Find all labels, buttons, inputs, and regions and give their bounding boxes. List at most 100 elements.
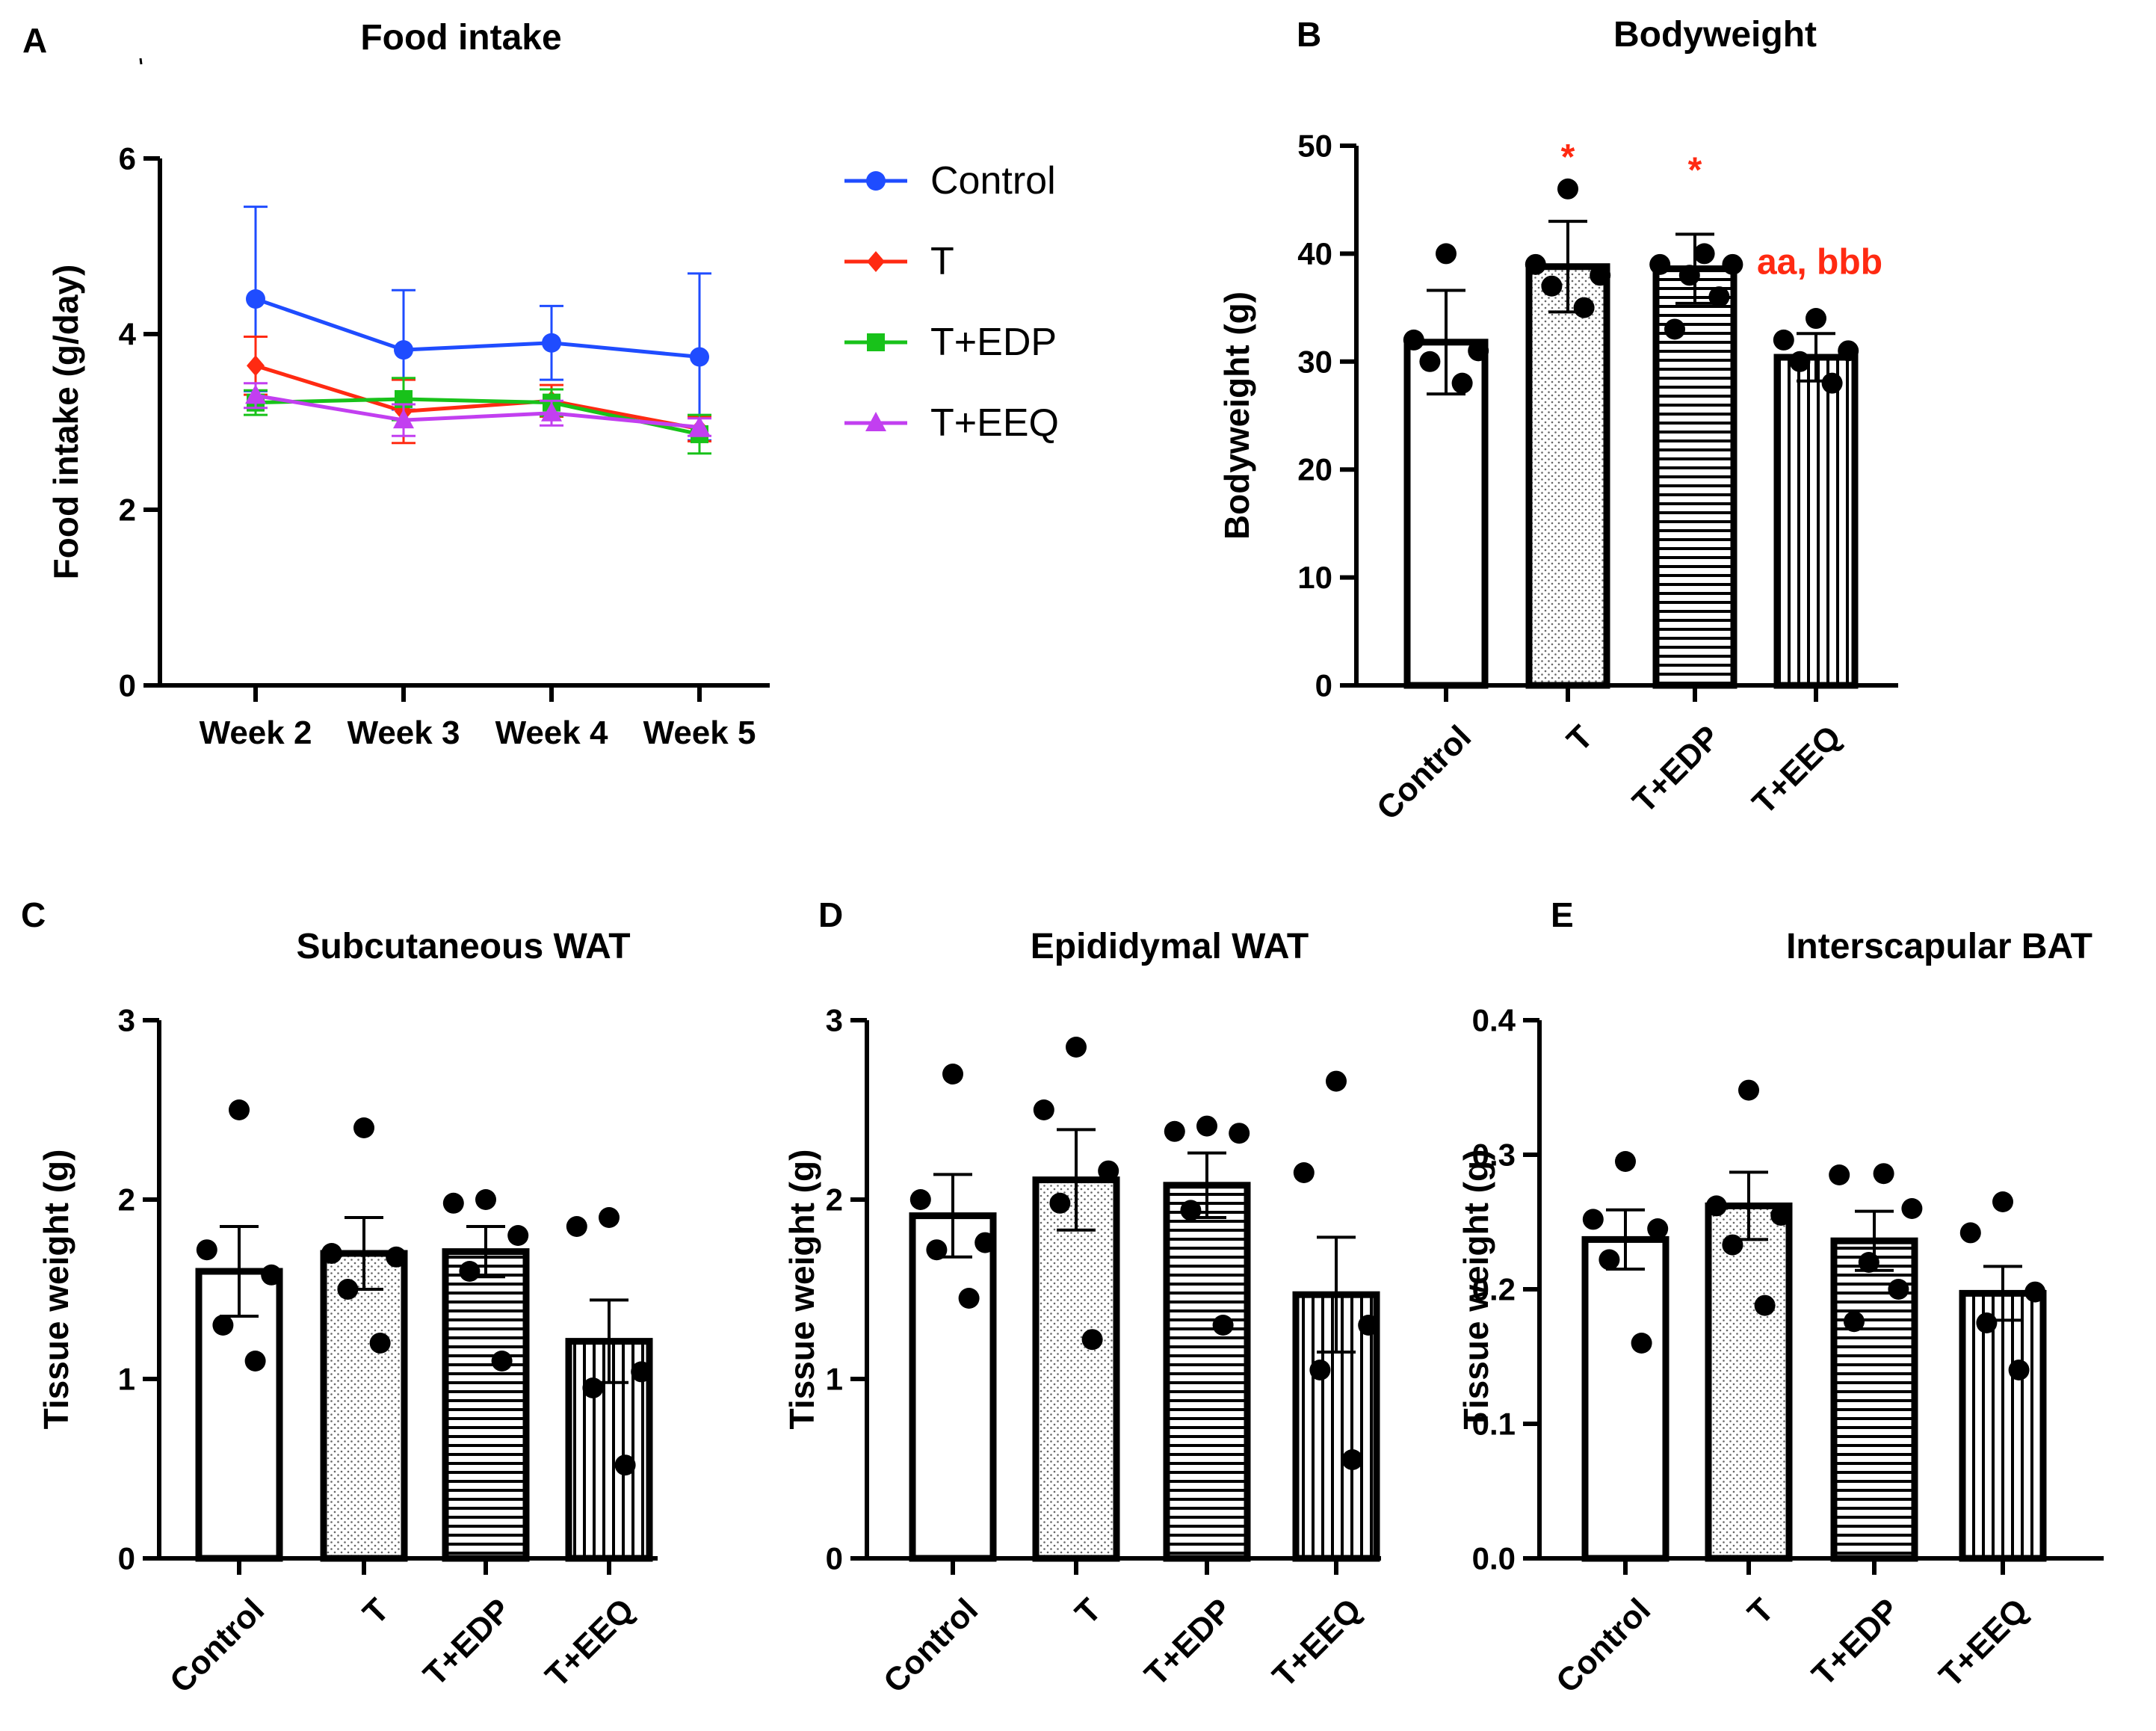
legend-marker	[867, 333, 885, 351]
data-point	[1738, 1079, 1759, 1101]
legend-item-control: Control	[844, 159, 1056, 203]
data-point	[582, 1377, 604, 1398]
data-point	[1631, 1333, 1652, 1354]
data-point	[1770, 1205, 1792, 1226]
y-tick-label: 0.1	[1472, 1407, 1516, 1442]
legend-marker	[865, 412, 886, 431]
data-point	[1844, 1311, 1865, 1333]
panel-c: C Subcutaneous WAT Tissue weight (g) 0 1 2 3 Co…	[21, 895, 658, 1700]
legend-item-t: T	[844, 240, 954, 283]
data-point	[1541, 275, 1563, 297]
data-point	[1557, 178, 1578, 200]
x-tick-label: T+EEQ	[539, 1591, 642, 1694]
data-point	[1858, 1252, 1879, 1273]
data-point	[2024, 1281, 2046, 1303]
data-point	[196, 1239, 217, 1261]
data-point	[1358, 1315, 1380, 1336]
panel-label: C	[21, 895, 46, 934]
data-point	[1049, 1192, 1071, 1214]
data-point	[491, 1351, 513, 1371]
x-tick-label: Week 2	[200, 715, 312, 751]
point-t-eeq	[393, 409, 414, 429]
data-point	[1838, 340, 1859, 362]
bar-t	[1525, 263, 1610, 689]
data-point	[244, 1351, 266, 1371]
chart-title: Subcutaneous WAT	[296, 927, 630, 966]
legend-item-t-edp: T+EDP	[844, 321, 1057, 364]
legend-label: T+EEQ	[930, 401, 1059, 445]
x-tick-label: Control	[163, 1591, 271, 1700]
bar-control	[195, 1268, 283, 1562]
chart-root: A Food intake Food intake (g/day) 0 2 4 6 Week …	[21, 15, 2104, 1700]
data-point	[1615, 1151, 1636, 1172]
x-tick-label: Week 5	[643, 715, 756, 751]
chart-title: Epididymal WAT	[1031, 927, 1309, 966]
significance-annotation: *	[1561, 138, 1575, 177]
data-point	[1164, 1120, 1185, 1142]
y-tick-label: 0	[118, 1541, 135, 1576]
data-point	[1403, 329, 1424, 351]
data-point	[1708, 286, 1730, 308]
x-tick-label: T+EEQ	[1266, 1591, 1369, 1694]
bar-t-edp	[1652, 265, 1738, 689]
significance-annotation: aa, bbb	[1757, 242, 1882, 282]
y-tick-label: 0	[1315, 668, 1332, 703]
data-point	[1468, 340, 1489, 362]
y-tick-label: 0.2	[1472, 1272, 1516, 1307]
data-point	[1647, 1218, 1669, 1239]
data-point	[1419, 351, 1441, 372]
panel-label: A	[22, 21, 47, 60]
bar-t-eeq	[1773, 354, 1859, 689]
data-point	[1829, 1164, 1850, 1185]
panel-label: D	[818, 895, 843, 934]
point-t-eeq	[245, 384, 266, 404]
y-tick-label: 0.4	[1472, 1003, 1516, 1038]
x-tick-label: T+EDP	[1805, 1591, 1906, 1693]
point-t-eeq	[541, 401, 562, 422]
y-axis-label: Tissue weight (g)	[782, 1150, 821, 1430]
data-point	[1773, 329, 1794, 351]
data-point	[212, 1315, 234, 1336]
data-point	[1649, 253, 1671, 275]
y-tick-label: 1	[826, 1362, 843, 1397]
bar-t	[320, 1250, 408, 1562]
y-tick-label: 20	[1297, 452, 1332, 487]
x-tick-label: Control	[1370, 718, 1478, 827]
panel-b: B Bodyweight Bodyweight (g) 0 10 20 30 40 50 Cont…	[1217, 15, 1898, 827]
x-tick-label: T+EDP	[1625, 718, 1727, 820]
series-t-eeq	[244, 382, 711, 437]
legend: Control T T+EDP T+EEQ	[844, 159, 1059, 445]
data-point	[1229, 1123, 1250, 1144]
bar-control	[1403, 339, 1489, 689]
data-point	[1888, 1279, 1909, 1300]
point-control	[542, 333, 561, 353]
data-point	[1582, 1209, 1604, 1230]
data-point	[909, 1189, 931, 1210]
data-point	[1599, 1249, 1620, 1271]
data-point	[1066, 1037, 1087, 1058]
data-point	[1196, 1115, 1217, 1137]
y-tick-label: 40	[1297, 236, 1332, 271]
data-point	[261, 1264, 282, 1286]
y-tick-label: 2	[826, 1182, 843, 1218]
data-point	[475, 1189, 496, 1210]
data-point	[1525, 253, 1546, 275]
data-point	[1806, 308, 1826, 330]
y-axis-label: Bodyweight (g)	[1217, 291, 1256, 540]
data-point	[566, 1216, 587, 1237]
legend-marker	[866, 171, 886, 191]
panel-label: B	[1297, 15, 1321, 54]
point-t	[247, 355, 265, 377]
data-point	[926, 1239, 948, 1261]
bar-t-edp	[1163, 1182, 1251, 1562]
significance-annotation: *	[1688, 150, 1702, 190]
y-tick-label: 3	[118, 1003, 135, 1038]
y-tick-label: 2	[119, 493, 136, 528]
data-point	[1678, 265, 1700, 286]
y-tick-label: 4	[119, 317, 137, 352]
bar-control	[1581, 1235, 1669, 1562]
y-tick-label: 6	[119, 141, 136, 176]
data-point	[974, 1232, 996, 1253]
x-tick-label: Week 4	[495, 715, 608, 751]
y-tick-label: 10	[1297, 560, 1332, 595]
